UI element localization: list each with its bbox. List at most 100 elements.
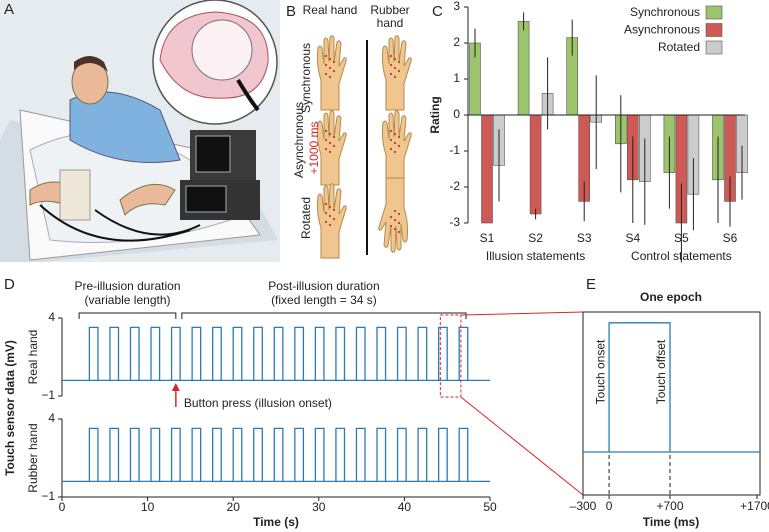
y-tick-label: 0 (453, 107, 460, 121)
pulse (232, 326, 243, 381)
pulse (150, 427, 161, 482)
pulse (314, 326, 325, 381)
y-tick-label: 1 (453, 71, 460, 85)
y-tick-label: 3 (453, 0, 460, 13)
y-tick-label: 4 (48, 310, 55, 324)
pulse (191, 427, 202, 482)
hand-icon (316, 35, 347, 111)
hand-icon (378, 177, 409, 253)
x-tick-label: 0 (59, 500, 66, 514)
bracket (181, 312, 467, 319)
pulse (376, 326, 387, 381)
pulse (170, 427, 181, 482)
pulse (314, 427, 325, 482)
chart-title: One epoch (640, 290, 702, 304)
y-axis-label: Rating (428, 96, 442, 133)
pulse (458, 326, 469, 381)
pulse (253, 427, 263, 482)
bar (529, 114, 542, 215)
pulse (437, 427, 448, 482)
row-label: Rotated (299, 197, 313, 239)
legend-label: Asynchronous (624, 23, 700, 37)
pulse (458, 427, 469, 482)
pulse (355, 326, 366, 381)
pulse (253, 326, 263, 381)
bar (517, 21, 530, 116)
pulse (376, 427, 387, 482)
y-tick-label: -2 (449, 179, 460, 193)
pulse (396, 427, 407, 482)
y-tick-label: −1 (41, 388, 55, 402)
delay-label: +1000 ms (307, 121, 321, 174)
pulse (88, 427, 99, 482)
x-axis-label: Time (s) (253, 515, 299, 529)
column-label: Rubber hand (370, 3, 410, 30)
panel-label: A (4, 1, 14, 18)
y-tick-label: −1 (41, 489, 55, 503)
hand-icon (316, 110, 347, 186)
panel-label: E (586, 276, 596, 293)
legend-swatch (705, 5, 723, 20)
epoch-box (439, 314, 462, 398)
x-tick-label: 50 (483, 500, 497, 514)
bracket (78, 312, 177, 319)
row-label: Asynchronous (292, 102, 306, 178)
pulse (212, 326, 222, 381)
pulse (335, 326, 346, 381)
group-label: Illusion statements (486, 249, 585, 263)
x-axis-label: Time (ms) (643, 515, 699, 529)
zoom-line (460, 311, 584, 316)
legend-label: Rotated (658, 40, 700, 54)
illustration-b (316, 35, 412, 259)
subplot-label: Rubber hand (26, 423, 40, 492)
x-tick-label: S4 (625, 231, 640, 245)
panel-label: C (432, 3, 443, 20)
x-tick-label: 20 (227, 500, 241, 514)
y-tick-label: 2 (453, 35, 460, 49)
pulse (335, 427, 346, 482)
column-label: Real hand (302, 3, 358, 17)
y-axis-label: Touch sensor data (mV) (3, 340, 17, 476)
legend-label: Synchronous (630, 5, 700, 19)
y-tick-label: 4 (48, 411, 55, 425)
pulse (129, 427, 140, 482)
y-tick-label: -1 (449, 143, 460, 157)
group-label: Control statements (631, 249, 732, 263)
zoom-line (460, 396, 584, 496)
panel-label: B (286, 3, 296, 20)
bar (481, 114, 493, 224)
pulse (273, 326, 284, 381)
subplot-label: Real hand (26, 330, 40, 385)
x-tick-label: –300 (570, 499, 597, 513)
x-tick-label: S5 (674, 231, 689, 245)
pulse (355, 427, 366, 482)
pulse (273, 427, 284, 482)
legend-swatch (705, 23, 723, 37)
x-tick-label: S2 (528, 231, 543, 245)
pulse (232, 427, 243, 482)
pulse (417, 427, 428, 482)
legend-swatch (705, 40, 723, 55)
epoch-trace (608, 322, 671, 452)
pulse (294, 326, 305, 381)
x-tick-label: S1 (480, 231, 495, 245)
pulse (88, 326, 99, 381)
bracket-label: Post-illusion duration (268, 279, 379, 293)
bracket-label: (fixed length = 34 s) (271, 293, 377, 307)
x-tick-label: 0 (606, 499, 613, 513)
hand-icon (381, 110, 412, 186)
x-tick-label: +1700 (740, 499, 769, 513)
pulse (212, 427, 222, 482)
hand-icon (381, 35, 412, 111)
bracket-label: (variable length) (84, 293, 170, 307)
row-label: Synchronous (299, 43, 313, 113)
bracket-label: Pre-illusion duration (74, 279, 180, 293)
pulse (170, 326, 181, 381)
y-tick-label: -3 (449, 215, 460, 229)
pulse (191, 326, 202, 381)
frame (582, 311, 761, 496)
event-label: Touch offset (654, 339, 668, 404)
panel-label: D (4, 276, 15, 293)
x-tick-label: +700 (656, 499, 683, 513)
